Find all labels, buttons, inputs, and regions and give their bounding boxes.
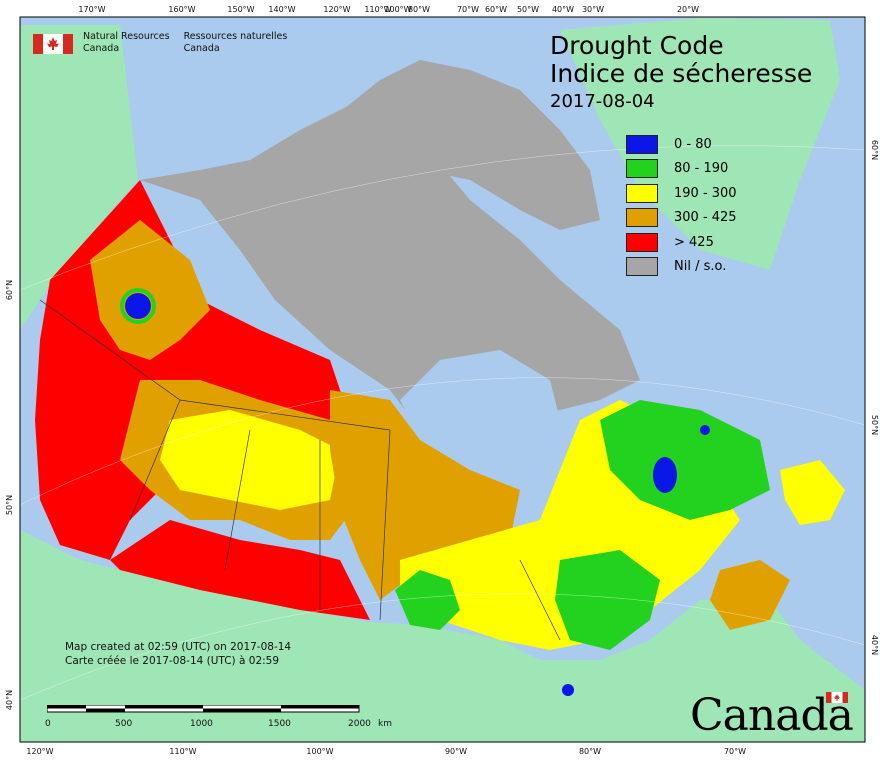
graticule-right-label: 50°N (870, 415, 879, 435)
graticule-left-label: 50°N (5, 495, 14, 515)
scale-tick-0: 0 (45, 719, 51, 729)
scale-bar-graphic (46, 704, 360, 713)
graticule-right-label: 60°N (870, 140, 879, 160)
legend-label: 0 - 80 (674, 136, 712, 152)
legend-label: Nil / s.o. (674, 259, 727, 275)
graticule-left-label: 60°N (5, 280, 14, 300)
map-frame (19, 16, 866, 743)
west-orange-zone (90, 220, 210, 360)
legend-label: 80 - 190 (674, 161, 729, 177)
graticule-bottom-label: 110°W (169, 747, 196, 756)
title-date: 2017-08-04 (550, 91, 655, 112)
scale-bar: 0 500 1000 1500 2000 km (45, 704, 392, 739)
agency-block: Natural Resources Canada Ressources natu… (33, 31, 287, 55)
graticule-bottom-label: 100°W (306, 747, 333, 756)
graticule-top-label: 150°W (227, 5, 254, 14)
legend-item: 300 - 425 (626, 206, 737, 231)
province-boundaries (39, 299, 561, 641)
graticule-bottom-label: 70°W (724, 747, 746, 756)
legend-item: 0 - 80 (626, 132, 737, 157)
graticule-top-label: 50°W (517, 5, 539, 14)
scale-unit: km (378, 719, 392, 729)
blue-patch-ontario (562, 684, 574, 696)
blue-patch-yukon (125, 293, 151, 319)
legend-item: > 425 (626, 230, 737, 255)
blue-patch-quebec (653, 457, 677, 493)
credit-fr: Carte créée le 2017-08-14 (UTC) à 02:59 (65, 655, 280, 667)
prairie-yellow-zone (160, 410, 340, 510)
green-ring-yukon (120, 288, 156, 324)
legend-swatch (626, 257, 658, 277)
legend-label: 300 - 425 (674, 210, 737, 226)
map-title: Drought Code Indice de sécheresse 2017-0… (550, 33, 812, 111)
graticule-bottom-label: 120°W (26, 747, 53, 756)
graticule-top-label: 110°W (364, 5, 391, 14)
alaska-land (20, 25, 138, 330)
greenland-land (560, 18, 840, 270)
legend-item: 80 - 190 (626, 157, 737, 182)
agency-fr-line1: Ressources naturelles (183, 31, 288, 42)
blue-patch-labrador (700, 425, 710, 435)
legend-label: > 425 (674, 234, 714, 250)
legend-swatch (626, 134, 658, 154)
graticule-top-label: 70°W (457, 5, 479, 14)
scale-tick-500: 500 (115, 719, 133, 729)
legend-swatch (626, 183, 658, 203)
canada-flag-icon (33, 34, 73, 54)
newfoundland-yellow (780, 460, 845, 525)
graticule-top-label: 170°W (78, 5, 105, 14)
scale-tick-1000: 1000 (190, 719, 213, 729)
graticule-top-label: 160°W (168, 5, 195, 14)
legend: 0 - 80 80 - 190 190 - 300 300 - 425 > 425 Nil… (626, 132, 737, 279)
graticule-lines (19, 145, 866, 701)
hudson-bay (400, 350, 560, 470)
southern-ontario-green (555, 550, 660, 650)
graticule-top-label: 30°W (582, 5, 604, 14)
agency-en-line2: Canada (83, 43, 120, 54)
quebec-green-zone (600, 400, 770, 520)
scale-tick-1500: 1500 (268, 719, 291, 729)
agency-fr-line2: Canada (183, 43, 220, 54)
legend-swatch (626, 232, 658, 252)
graticule-top-label: 60°W (485, 5, 507, 14)
ontario-green-zone (395, 570, 460, 630)
title-fr: Indice de sécheresse (550, 59, 813, 88)
graticule-right-label: 40°N (870, 635, 879, 655)
graticule-top-label: 20°W (677, 5, 699, 14)
graticule-left-label: 40°N (5, 690, 14, 710)
maritimes-orange (710, 560, 790, 630)
prairie-red-band (110, 520, 370, 620)
graticule-bottom-label: 90°W (445, 747, 467, 756)
legend-item: 190 - 300 (626, 181, 737, 206)
arctic-islands (240, 60, 600, 230)
graticule-bottom-label: 80°W (579, 747, 601, 756)
graticule-top-label: 120°W (323, 5, 350, 14)
graticule-top-label: 40°W (552, 5, 574, 14)
legend-label: 190 - 300 (674, 185, 737, 201)
graticule-top-label: 80°W (408, 5, 430, 14)
credit-block: Map created at 02:59 (UTC) on 2017-08-14… (65, 640, 291, 668)
legend-swatch (626, 159, 658, 179)
credit-en: Map created at 02:59 (UTC) on 2017-08-14 (65, 641, 292, 653)
title-en: Drought Code (550, 31, 724, 60)
scale-tick-2000: 2000 (348, 719, 371, 729)
usa-land (20, 530, 865, 742)
graticule-top-label: 140°W (268, 5, 295, 14)
agency-en-line1: Natural Resources (83, 31, 170, 42)
wordmark-flag-icon (826, 692, 848, 703)
legend-item: Nil / s.o. (626, 255, 737, 280)
graticule-top-label: 100°W (384, 5, 411, 14)
legend-swatch (626, 208, 658, 228)
